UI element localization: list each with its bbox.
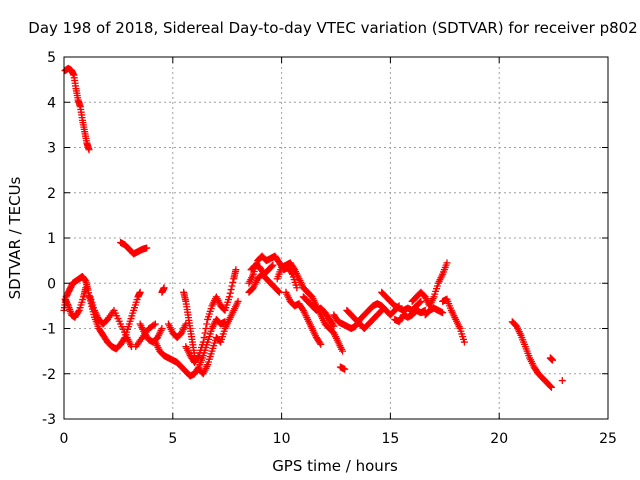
x-tick-label: 0: [60, 431, 69, 447]
data-point: [143, 244, 151, 252]
data-point: [547, 383, 555, 391]
x-tick-label: 20: [490, 431, 508, 447]
axis-ticks: [63, 56, 609, 420]
data-point: [64, 301, 72, 309]
data-point: [378, 306, 386, 314]
data-point: [377, 307, 385, 315]
data-point: [268, 262, 276, 270]
data-point: [317, 340, 325, 348]
y-tick-label: 4: [47, 95, 56, 111]
data-point: [199, 338, 207, 346]
y-tick-labels: -3 -2 -1 0 1 2 3 4 5: [42, 50, 56, 428]
data-point: [194, 353, 202, 361]
data-point: [329, 321, 337, 329]
data-point: [158, 325, 166, 332]
x-axis-label: GPS time / hours: [272, 457, 398, 475]
y-tick-label: 5: [47, 50, 56, 66]
data-point: [232, 266, 240, 274]
data-point: [316, 339, 324, 347]
y-tick-label: -2: [42, 367, 56, 383]
y-tick-label: 3: [47, 141, 56, 157]
data-point: [228, 282, 236, 290]
data-point: [227, 286, 235, 294]
data-point: [200, 334, 208, 342]
data-point: [275, 288, 283, 296]
x-tick-labels: 0 5 10 15 20 25: [60, 431, 617, 447]
data-point: [558, 377, 566, 385]
data-point: [74, 308, 82, 316]
data-point: [330, 322, 338, 330]
data-point: [202, 325, 210, 332]
x-tick-label: 5: [168, 431, 177, 447]
data-point: [160, 284, 168, 292]
y-tick-label: 2: [47, 186, 56, 202]
data-point: [439, 309, 447, 317]
chart-title: Day 198 of 2018, Sidereal Day-to-day VTE…: [28, 19, 637, 37]
y-tick-label: -1: [42, 322, 56, 338]
data-points: [60, 64, 566, 391]
data-point: [417, 297, 425, 305]
data-point: [269, 261, 277, 269]
data-point: [151, 320, 159, 328]
data-point: [85, 146, 93, 154]
data-point: [225, 293, 233, 301]
data-point: [275, 287, 283, 295]
data-point: [443, 259, 451, 267]
data-point: [293, 284, 301, 292]
data-point: [416, 298, 424, 306]
data-point: [201, 329, 209, 337]
x-tick-label: 10: [273, 431, 291, 447]
y-tick-label: 1: [47, 231, 56, 247]
y-tick-label: 0: [47, 276, 56, 292]
data-point: [341, 365, 349, 373]
data-point: [203, 320, 211, 328]
data-point: [229, 278, 237, 286]
data-point: [150, 321, 158, 329]
data-point: [547, 382, 555, 390]
y-axis-label: SDTVAR / TECUs: [6, 176, 24, 299]
data-point: [460, 338, 468, 346]
data-point: [234, 297, 242, 305]
data-point: [82, 284, 90, 292]
data-point: [339, 347, 347, 355]
grid: [64, 57, 608, 419]
data-point: [549, 356, 557, 364]
x-tick-label: 15: [381, 431, 399, 447]
data-point: [136, 288, 144, 296]
y-tick-label: -3: [42, 412, 56, 428]
data-point: [182, 320, 190, 328]
x-tick-label: 25: [599, 431, 617, 447]
data-point: [226, 289, 234, 297]
